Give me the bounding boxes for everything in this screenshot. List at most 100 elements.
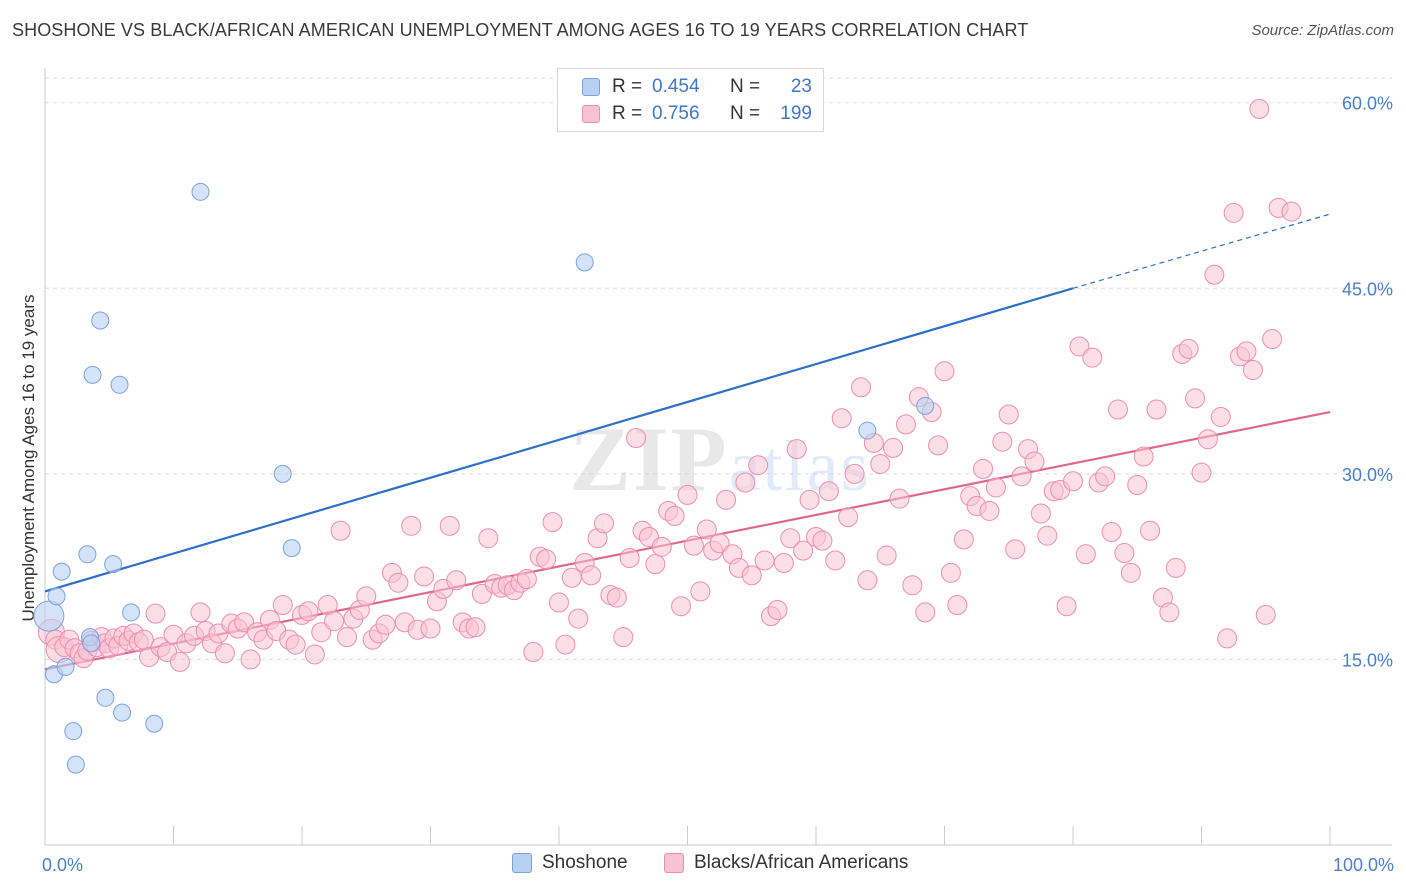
blacks-point <box>1082 347 1103 368</box>
shoshone-point <box>33 600 65 632</box>
blacks-point <box>272 595 293 616</box>
blacks-point <box>895 414 916 435</box>
shoshone-point <box>64 722 83 741</box>
blacks-point <box>581 565 602 586</box>
blacks-point <box>1178 338 1199 359</box>
blacks-point <box>561 567 582 588</box>
blacks-point <box>420 618 441 639</box>
blacks-point <box>812 530 833 551</box>
blacks-point <box>304 644 325 665</box>
blacks-point <box>915 602 936 623</box>
shoshone-point <box>104 555 123 574</box>
blacks-point <box>773 552 794 573</box>
correlation-legend: R = 0.454 N = 23 R = 0.756 N = 199 <box>557 68 824 132</box>
legend-item-shoshone[interactable]: Shoshone <box>512 852 628 874</box>
y-tick-label: 30.0% <box>1342 465 1393 485</box>
blacks-point <box>336 627 357 648</box>
shoshone-point <box>96 688 115 707</box>
n-label: N = <box>730 76 761 97</box>
blacks-point <box>947 595 968 616</box>
blacks-point <box>536 549 557 570</box>
blacks-point <box>330 520 351 541</box>
shoshone-point <box>916 396 935 415</box>
r-value: 0.454 <box>652 76 700 97</box>
axes <box>44 68 1392 846</box>
blacks-point <box>1236 341 1257 362</box>
blacks-point <box>1249 98 1270 119</box>
blacks-point <box>324 611 345 632</box>
blacks-swatch <box>582 105 600 123</box>
blacks-point <box>1069 336 1090 357</box>
blacks-point <box>240 649 261 670</box>
blacks-point <box>1011 466 1032 487</box>
blacks-point <box>690 581 711 602</box>
blacks-point <box>1140 520 1161 541</box>
blacks-point <box>818 481 839 502</box>
blacks-point <box>716 489 737 510</box>
blacks-point <box>1255 604 1276 625</box>
watermark-zip: ZIP <box>569 408 728 510</box>
blacks-point <box>1005 539 1026 560</box>
blacks-point <box>696 519 717 540</box>
legend-item-blacks[interactable]: Blacks/African Americans <box>664 852 908 874</box>
shoshone-point <box>78 545 97 564</box>
shoshone-point <box>113 703 132 722</box>
shoshone-point <box>110 375 129 394</box>
blacks-point <box>190 602 211 623</box>
blacks-point <box>388 572 409 593</box>
blacks-point <box>401 515 422 536</box>
r-value: 0.756 <box>652 103 700 124</box>
series-blacks-african-americans <box>37 98 1302 672</box>
shoshone-point <box>82 634 101 653</box>
blacks-point <box>1191 462 1212 483</box>
blacks-point <box>651 536 672 557</box>
blacks-point <box>934 361 955 382</box>
tick-labels: 15.0% 30.0% 45.0% 60.0% 0.0% 100.0% <box>42 94 1394 875</box>
blacks-point <box>311 622 332 643</box>
blacks-point <box>709 533 730 554</box>
r-label: R = <box>612 76 643 97</box>
blacks-point <box>741 565 762 586</box>
blacks-point <box>1114 543 1135 564</box>
blacks-point <box>555 634 576 655</box>
blacks-point <box>523 642 544 663</box>
blacks-point <box>876 545 897 566</box>
blacks-point <box>542 512 563 533</box>
shoshone-point <box>52 562 71 581</box>
blacks-point <box>671 596 692 617</box>
blacks-point <box>1204 264 1225 285</box>
blacks-point <box>1024 451 1045 472</box>
blacks-point <box>1185 388 1206 409</box>
blacks-point <box>780 528 801 549</box>
blacks-point <box>133 629 154 650</box>
legend-row-blacks: R = 0.756 N = 199 <box>582 102 812 126</box>
blacks-point <box>754 550 775 571</box>
shoshone-point <box>91 311 110 330</box>
blacks-point <box>516 569 537 590</box>
blacks-point <box>356 586 377 607</box>
blacks-point <box>1120 562 1141 583</box>
blacks-point <box>1127 475 1148 496</box>
blacks-point <box>478 528 499 549</box>
blacks-point <box>870 453 891 474</box>
y-tick-label: 15.0% <box>1342 650 1393 670</box>
n-label: N = <box>730 103 761 124</box>
blacks-point <box>1056 596 1077 617</box>
shoshone-point <box>858 421 877 440</box>
blacks-point <box>786 439 807 460</box>
blacks-point <box>145 603 166 624</box>
blacks-point <box>1101 522 1122 543</box>
blacks-point <box>1063 471 1083 492</box>
blacks-point <box>1075 544 1096 565</box>
blacks-point <box>1210 406 1231 427</box>
blacks-point <box>831 408 852 429</box>
blacks-point <box>683 535 704 556</box>
blacks-point <box>825 550 846 571</box>
blacks-point <box>928 435 949 456</box>
blacks-point <box>1197 429 1218 450</box>
blacks-point <box>940 562 961 583</box>
blacks-point <box>889 488 910 509</box>
blacks-point <box>1262 329 1283 350</box>
shoshone-point <box>47 587 66 606</box>
blacks-point <box>214 643 235 664</box>
